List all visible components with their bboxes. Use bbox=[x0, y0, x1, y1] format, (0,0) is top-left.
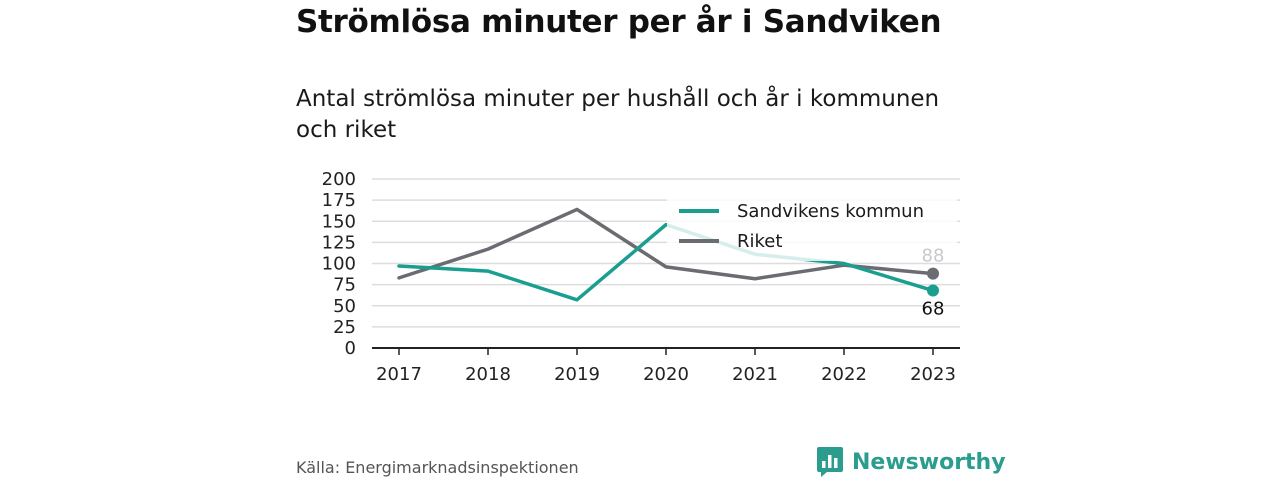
end-label-sandvikens-kommun: 68 bbox=[922, 299, 945, 320]
x-tick-label: 2021 bbox=[732, 364, 778, 385]
source-note: Källa: Energimarknadsinspektionen bbox=[296, 458, 579, 477]
legend-label-sandvikens-kommun: Sandvikens kommun bbox=[737, 201, 924, 222]
end-label-riket: 88 bbox=[922, 246, 945, 267]
end-point-riket bbox=[927, 267, 939, 280]
newsworthy-icon bbox=[817, 447, 843, 477]
chart-title: Strömlösa minuter per år i Sandviken bbox=[296, 4, 942, 40]
y-tick-label: 25 bbox=[333, 317, 356, 338]
legend-label-riket: Riket bbox=[737, 231, 782, 252]
brand-name: Newsworthy bbox=[852, 449, 1006, 475]
x-tick-label: 2018 bbox=[465, 364, 511, 385]
x-tick-label: 2020 bbox=[643, 364, 689, 385]
chart-subtitle: Antal strömlösa minuter per hushåll och … bbox=[296, 86, 940, 143]
legend-background bbox=[667, 193, 957, 261]
y-tick-label: 0 bbox=[345, 338, 356, 359]
x-tick-label: 2019 bbox=[554, 364, 600, 385]
y-tick-label: 50 bbox=[333, 296, 356, 317]
y-tick-label: 125 bbox=[322, 232, 356, 253]
y-tick-label: 100 bbox=[322, 254, 356, 275]
y-tick-label: 75 bbox=[333, 275, 356, 296]
newsworthy-logo: Newsworthy bbox=[816, 446, 1006, 478]
x-tick-label: 2022 bbox=[821, 364, 867, 385]
x-tick-label: 2023 bbox=[910, 364, 956, 385]
y-tick-label: 175 bbox=[322, 190, 356, 211]
end-point-sandvikens-kommun bbox=[927, 284, 939, 297]
y-tick-label: 200 bbox=[322, 169, 356, 190]
y-tick-label: 150 bbox=[322, 211, 356, 232]
series-line-sandvikens-kommun bbox=[397, 222, 935, 302]
x-tick-label: 2017 bbox=[376, 364, 422, 385]
